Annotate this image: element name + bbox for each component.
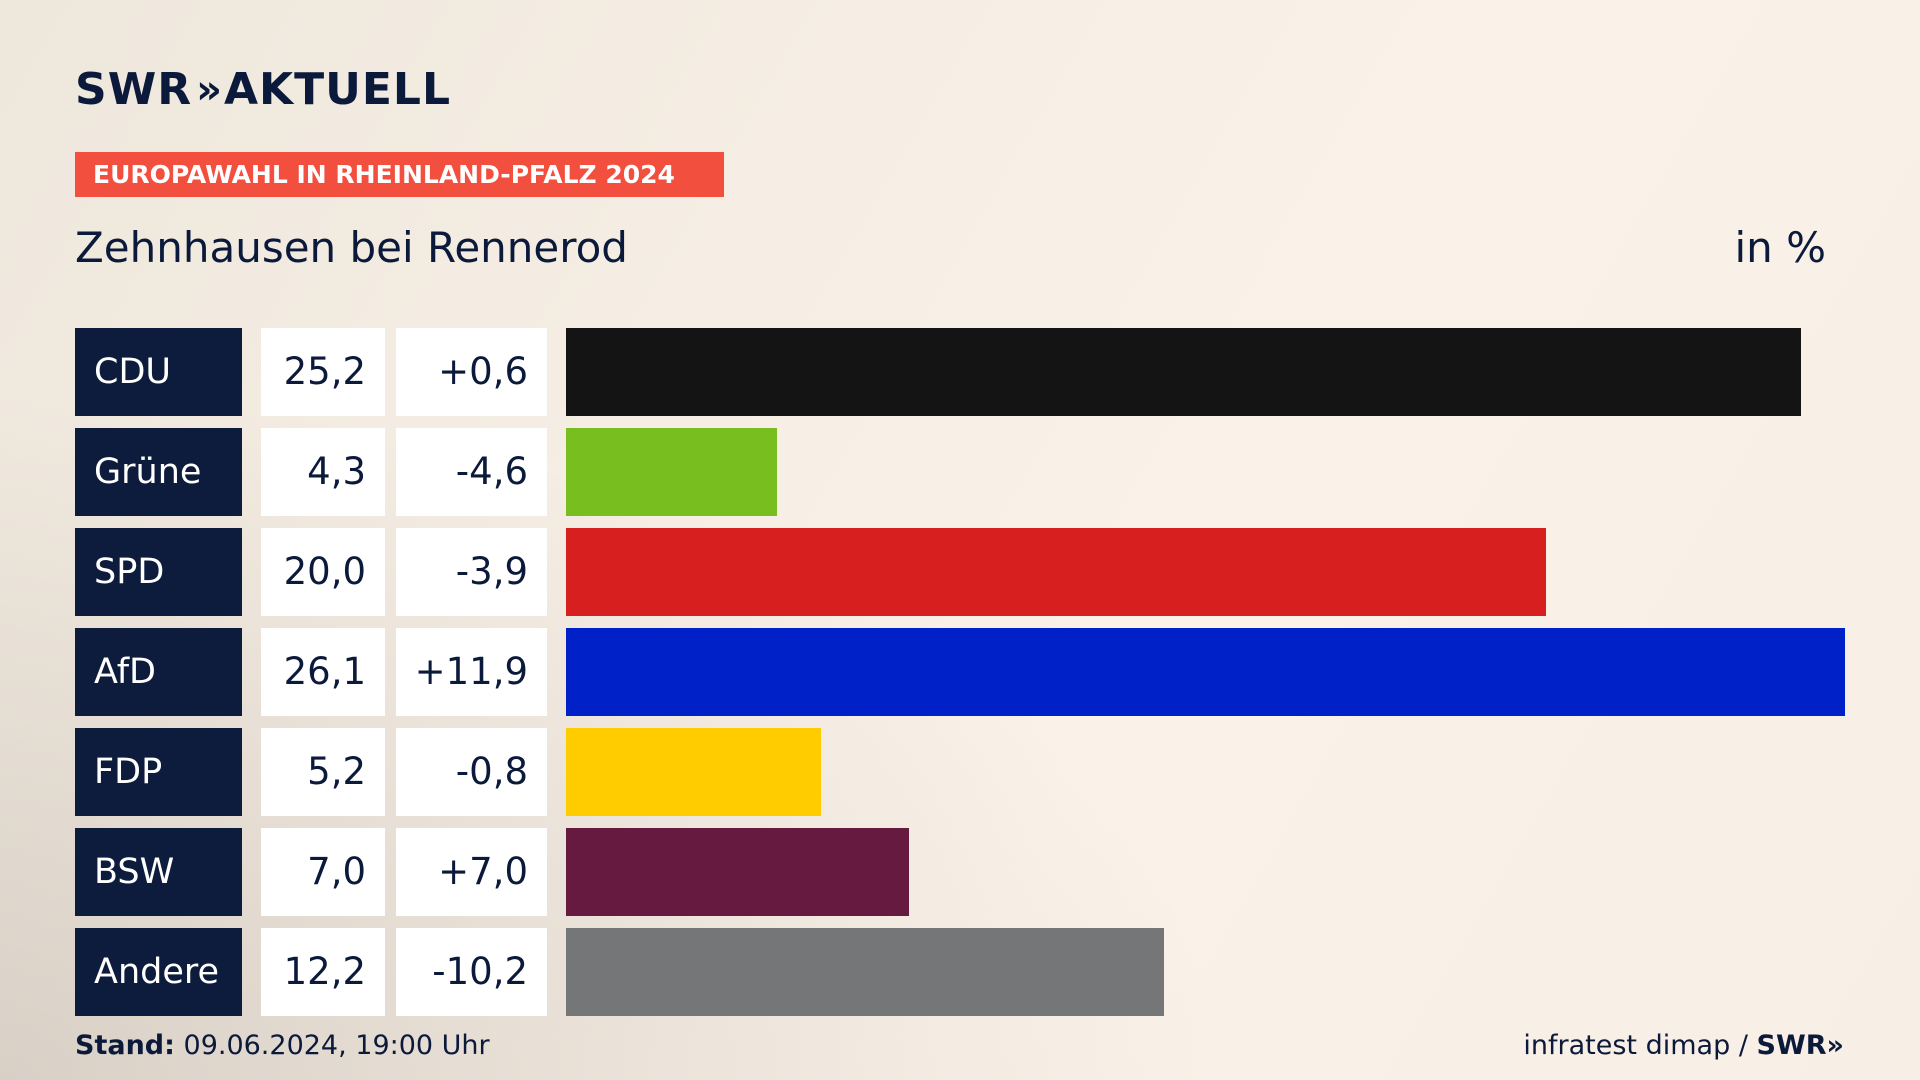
- source-logo: SWR: [1756, 1030, 1827, 1061]
- vote-share-value: 26,1: [261, 628, 385, 716]
- vote-share-change: +11,9: [396, 628, 547, 716]
- party-label: FDP: [75, 728, 242, 816]
- vote-share-value: 4,3: [261, 428, 385, 516]
- vote-share-value: 5,2: [261, 728, 385, 816]
- vote-share-value: 12,2: [261, 928, 385, 1016]
- bar-grüne: [566, 428, 777, 516]
- result-row-grüne: Grüne 4,3 -4,6: [75, 428, 1850, 516]
- bar-afd: [566, 628, 1845, 716]
- stand-label: Stand:: [75, 1030, 175, 1061]
- results-chart: CDU 25,2 +0,6 Grüne 4,3 -4,6 SPD 20,0 -3,9 AfD 26,…: [75, 328, 1850, 1018]
- party-label: Andere: [75, 928, 242, 1016]
- result-row-cdu: CDU 25,2 +0,6: [75, 328, 1850, 416]
- party-label: CDU: [75, 328, 242, 416]
- place-title: Zehnhausen bei Rennerod: [75, 223, 628, 272]
- election-badge: EUROPAWAHL IN RHEINLAND-PFALZ 2024: [75, 152, 724, 197]
- unit-label: in %: [1734, 223, 1826, 272]
- logo-aktuell: AKTUELL: [223, 64, 451, 115]
- party-label: AfD: [75, 628, 242, 716]
- bar-spd: [566, 528, 1546, 616]
- bar-bsw: [566, 828, 909, 916]
- result-row-afd: AfD 26,1 +11,9: [75, 628, 1850, 716]
- source-text: infratest dimap /: [1523, 1030, 1748, 1061]
- logo-swr: SWR: [75, 64, 193, 115]
- vote-share-change: -0,8: [396, 728, 547, 816]
- result-row-andere: Andere 12,2 -10,2: [75, 928, 1850, 1016]
- party-label: BSW: [75, 828, 242, 916]
- result-row-bsw: BSW 7,0 +7,0: [75, 828, 1850, 916]
- result-row-spd: SPD 20,0 -3,9: [75, 528, 1850, 616]
- party-label: SPD: [75, 528, 242, 616]
- stand-value: 09.06.2024, 19:00 Uhr: [183, 1030, 490, 1061]
- party-label: Grüne: [75, 428, 242, 516]
- vote-share-change: +0,6: [396, 328, 547, 416]
- vote-share-value: 20,0: [261, 528, 385, 616]
- swr-aktuell-logo: SWR » AKTUELL: [75, 64, 451, 116]
- bar-cdu: [566, 328, 1801, 416]
- vote-share-change: -4,6: [396, 428, 547, 516]
- result-row-fdp: FDP 5,2 -0,8: [75, 728, 1850, 816]
- vote-share-value: 25,2: [261, 328, 385, 416]
- source-chevrons-icon: »: [1826, 1030, 1844, 1061]
- vote-share-value: 7,0: [261, 828, 385, 916]
- bar-andere: [566, 928, 1164, 1016]
- source-credit: infratest dimap / SWR»: [1523, 1030, 1844, 1062]
- logo-chevrons-icon: »: [196, 67, 222, 113]
- vote-share-change: -10,2: [396, 928, 547, 1016]
- timestamp: Stand: 09.06.2024, 19:00 Uhr: [75, 1030, 490, 1062]
- vote-share-change: +7,0: [396, 828, 547, 916]
- bar-fdp: [566, 728, 821, 816]
- vote-share-change: -3,9: [396, 528, 547, 616]
